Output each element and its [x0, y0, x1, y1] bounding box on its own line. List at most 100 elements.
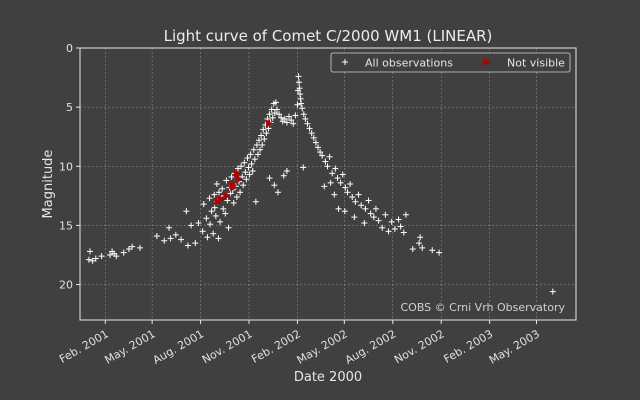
data-point-all-observations	[339, 171, 346, 178]
y-tick-label: 20	[59, 279, 73, 292]
data-point-not-visible	[236, 175, 244, 184]
data-point-all-observations	[297, 95, 304, 102]
data-point-all-observations	[234, 165, 241, 172]
y-tick-label: 15	[59, 219, 73, 232]
data-point-all-observations	[248, 160, 255, 167]
data-point-all-observations	[295, 73, 302, 80]
data-point-all-observations	[207, 221, 214, 228]
data-point-all-observations	[204, 234, 211, 241]
data-point-all-observations	[382, 211, 389, 218]
data-point-all-observations	[321, 183, 328, 190]
data-point-all-observations	[365, 197, 372, 204]
x-tick-label: Feb. 2003	[441, 327, 495, 365]
data-point-not-visible	[233, 169, 242, 178]
data-point-all-observations	[286, 113, 293, 120]
data-point-all-observations	[283, 167, 290, 174]
x-tick-label: May. 2002	[295, 327, 350, 366]
data-point-all-observations	[125, 246, 132, 253]
legend-marker-all-observations	[342, 59, 348, 65]
plot-area	[79, 47, 577, 321]
data-point-all-observations	[352, 198, 359, 205]
data-point-all-observations	[317, 149, 324, 156]
data-point-all-observations	[263, 130, 270, 137]
data-point-all-observations	[203, 215, 210, 222]
x-tick-label: May. 2003	[487, 327, 542, 366]
x-tick-label: Feb. 2001	[57, 327, 111, 365]
data-point-all-observations	[120, 249, 127, 256]
data-point-all-observations	[349, 194, 356, 201]
data-point-all-observations	[210, 230, 217, 237]
x-tick-label: Aug. 2002	[343, 327, 398, 366]
data-point-all-observations	[261, 136, 268, 143]
data-point-all-observations	[200, 201, 207, 208]
data-point-all-observations	[337, 179, 344, 186]
data-point-all-observations	[329, 170, 336, 177]
data-point-all-observations	[161, 237, 168, 244]
data-point-all-observations	[129, 243, 136, 250]
data-point-all-observations	[436, 249, 443, 256]
data-point-all-observations	[245, 164, 252, 171]
data-point-all-observations	[347, 181, 354, 187]
data-point-all-observations	[273, 106, 280, 113]
x-tick-label: May. 2001	[102, 327, 157, 366]
x-tick-label: Nov. 2002	[392, 327, 447, 366]
x-tick-label: Nov. 2001	[200, 327, 255, 366]
data-point-all-observations	[379, 224, 386, 231]
data-point-all-observations	[230, 199, 237, 206]
data-point-all-observations	[253, 141, 260, 148]
data-point-not-visible	[223, 191, 231, 200]
data-point-all-observations	[217, 218, 224, 225]
data-point-all-observations	[344, 189, 351, 196]
x-tick-label: Aug. 2001	[151, 327, 206, 366]
data-point-all-observations	[335, 205, 342, 212]
data-point-all-observations	[341, 208, 348, 215]
data-point-all-observations	[306, 125, 313, 132]
data-point-all-observations	[241, 159, 248, 166]
data-point-all-observations	[312, 139, 319, 146]
data-point-all-observations	[238, 163, 245, 170]
data-point-all-observations	[358, 202, 365, 209]
data-point-all-observations	[290, 120, 297, 127]
data-point-all-observations	[222, 210, 229, 217]
legend-label-all-observations: All observations	[365, 57, 453, 70]
data-point-all-observations	[429, 247, 436, 254]
data-point-all-observations	[402, 211, 409, 218]
data-point-all-observations	[251, 156, 258, 163]
data-point-all-observations	[212, 212, 219, 219]
data-point-all-observations	[300, 111, 307, 118]
data-point-all-observations	[92, 255, 99, 262]
data-point-all-observations	[308, 130, 315, 137]
credit-text: COBS © Crni Vrh Observatory	[400, 301, 565, 314]
data-point-not-visible	[218, 195, 226, 204]
data-point-all-observations	[278, 114, 285, 121]
grid-lines	[80, 47, 576, 320]
data-point-all-observations	[269, 114, 276, 121]
data-point-all-observations	[385, 228, 392, 235]
data-point-all-observations	[227, 190, 234, 197]
data-point-all-observations	[224, 197, 231, 204]
legend: All observations Not visible	[330, 52, 571, 73]
data-point-all-observations	[247, 151, 254, 158]
data-point-all-observations	[292, 112, 299, 119]
data-point-all-observations	[300, 164, 307, 171]
data-point-all-observations	[302, 115, 309, 122]
data-point-all-observations	[388, 218, 395, 225]
data-point-all-observations	[322, 158, 329, 165]
data-point-all-observations	[332, 165, 339, 172]
x-axis-label: Date 2000	[294, 370, 362, 385]
data-point-all-observations	[195, 220, 202, 227]
data-point-all-observations	[87, 248, 94, 255]
data-point-all-observations	[211, 191, 218, 198]
data-point-all-observations	[259, 141, 266, 148]
data-point-all-observations	[367, 210, 374, 217]
series-not-visible	[214, 119, 274, 206]
data-point-all-observations	[137, 244, 144, 251]
data-point-all-observations	[271, 110, 278, 117]
data-point-all-observations	[208, 208, 215, 215]
data-point-all-observations	[89, 257, 96, 264]
data-point-all-observations	[288, 117, 295, 124]
legend-marker-not-visible	[483, 58, 491, 66]
data-point-all-observations	[372, 205, 379, 212]
data-point-all-observations	[274, 189, 281, 196]
data-point-all-observations	[249, 167, 256, 174]
